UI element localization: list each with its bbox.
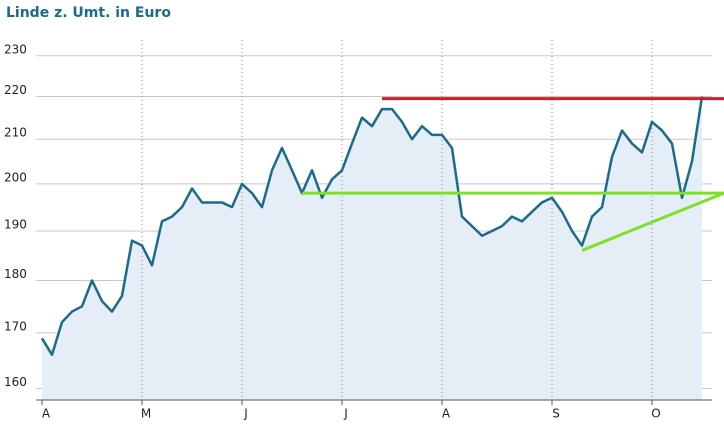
x-tick-label: J [243,407,248,421]
x-tick-label: A [442,407,451,421]
y-tick-label: 230 [4,42,27,56]
x-tick-label: S [552,407,560,421]
y-tick-label: 200 [4,170,27,184]
x-tick-label: J [343,407,348,421]
x-tick-label: A [42,407,51,421]
y-tick-label: 170 [4,319,27,333]
y-tick-label: 210 [4,126,27,140]
line [40,96,704,356]
area [42,96,702,400]
y-tick-label: 220 [4,83,27,97]
y-tick-label: 160 [4,375,27,389]
chart-title: Linde z. Umt. in Euro [6,5,171,21]
y-tick-label: 190 [4,217,27,231]
x-tick-label: O [651,407,660,421]
y-tick-label: 180 [4,267,27,281]
x-tick-label: M [141,407,151,421]
trend-line [581,191,724,252]
